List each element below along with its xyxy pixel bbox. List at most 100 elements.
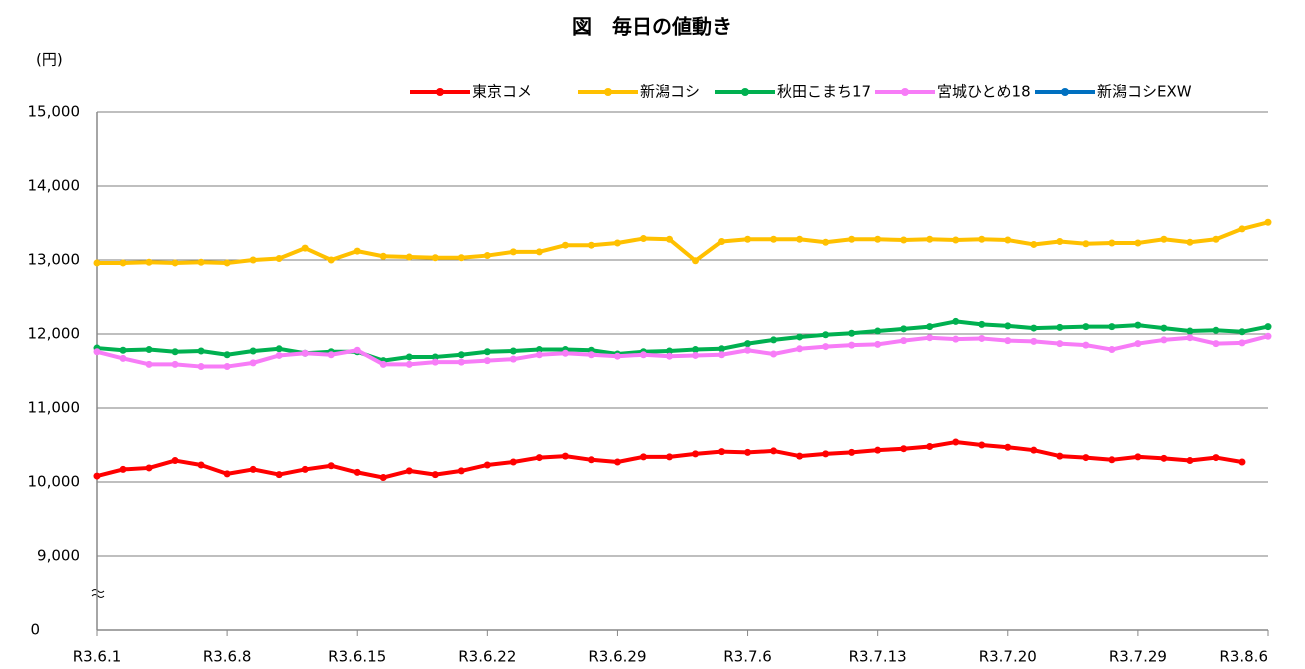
point: [796, 333, 804, 341]
point: [1056, 340, 1064, 348]
point: [822, 238, 830, 246]
point: [1186, 334, 1194, 342]
point: [535, 351, 543, 359]
point: [405, 353, 413, 361]
x-tick-label: R3.6.29: [588, 648, 646, 666]
chart-title: 図 毎日の値動き: [572, 15, 732, 39]
point: [535, 454, 543, 462]
series-line: [96, 334, 1269, 369]
point: [171, 457, 179, 465]
legend-marker: [741, 88, 749, 96]
point: [848, 341, 856, 349]
point: [613, 458, 621, 466]
point: [249, 256, 257, 264]
point: [665, 453, 673, 461]
point: [561, 349, 569, 357]
point: [171, 360, 179, 368]
point: [900, 445, 908, 453]
point: [744, 340, 752, 348]
x-tick-label: R3.7.29: [1109, 648, 1167, 666]
point: [874, 340, 882, 348]
point: [874, 446, 882, 454]
point: [509, 248, 517, 256]
point: [119, 354, 127, 362]
point: [1030, 240, 1038, 248]
point: [327, 351, 335, 359]
point: [1082, 323, 1090, 331]
point: [1082, 454, 1090, 462]
point: [1160, 336, 1168, 344]
point: [93, 348, 101, 356]
y-tick-label: 0: [30, 621, 40, 639]
point: [1134, 239, 1142, 247]
point: [1004, 443, 1012, 451]
point: [1212, 454, 1220, 462]
point: [874, 327, 882, 335]
point: [587, 456, 595, 464]
point: [93, 259, 101, 267]
y-axis-label: (円): [36, 51, 63, 69]
legend-label: 秋田こまち17: [777, 83, 871, 101]
point: [457, 358, 465, 366]
point: [353, 468, 361, 476]
point: [1134, 340, 1142, 348]
point: [119, 465, 127, 473]
point: [692, 351, 700, 359]
point: [744, 448, 752, 456]
point: [1212, 235, 1220, 243]
point: [1134, 321, 1142, 329]
x-tick-label: R3.6.15: [328, 648, 386, 666]
y-tick-label: 13,000: [28, 251, 81, 269]
point: [822, 331, 830, 339]
point: [770, 235, 778, 243]
point: [1238, 339, 1246, 347]
legend-label: 新潟コシ: [640, 83, 700, 101]
point: [978, 320, 986, 328]
point: [952, 438, 960, 446]
point: [770, 350, 778, 358]
point: [1160, 454, 1168, 462]
point: [145, 464, 153, 472]
point: [718, 448, 726, 456]
break-mark: [91, 594, 105, 598]
y-tick-label: 11,000: [28, 399, 81, 417]
point: [327, 256, 335, 264]
point: [692, 257, 700, 265]
point: [926, 334, 934, 342]
point: [1238, 328, 1246, 336]
point: [1160, 324, 1168, 332]
point: [561, 452, 569, 460]
legend-marker: [901, 88, 909, 96]
point: [197, 347, 205, 355]
break-mark: [91, 589, 105, 593]
point: [561, 241, 569, 249]
legend-marker: [604, 88, 612, 96]
point: [692, 450, 700, 458]
point: [1030, 337, 1038, 345]
point: [353, 247, 361, 255]
point: [900, 325, 908, 333]
point: [822, 343, 830, 351]
point: [1264, 218, 1272, 226]
x-tick-label: R3.8.6: [1219, 648, 1268, 666]
point: [379, 474, 387, 482]
point: [1264, 323, 1272, 331]
point: [718, 238, 726, 245]
point: [1004, 236, 1012, 244]
point: [848, 448, 856, 456]
point: [1056, 238, 1064, 245]
point: [301, 244, 309, 252]
point: [1082, 240, 1090, 248]
point: [223, 259, 231, 267]
point: [1160, 235, 1168, 243]
y-tick-label: 9,000: [37, 547, 80, 565]
point: [1004, 322, 1012, 330]
legend-marker: [436, 88, 444, 96]
point: [431, 254, 439, 262]
point: [301, 465, 309, 473]
point: [770, 447, 778, 455]
point: [535, 346, 543, 354]
y-tick-label: 14,000: [28, 177, 81, 195]
point: [145, 360, 153, 368]
